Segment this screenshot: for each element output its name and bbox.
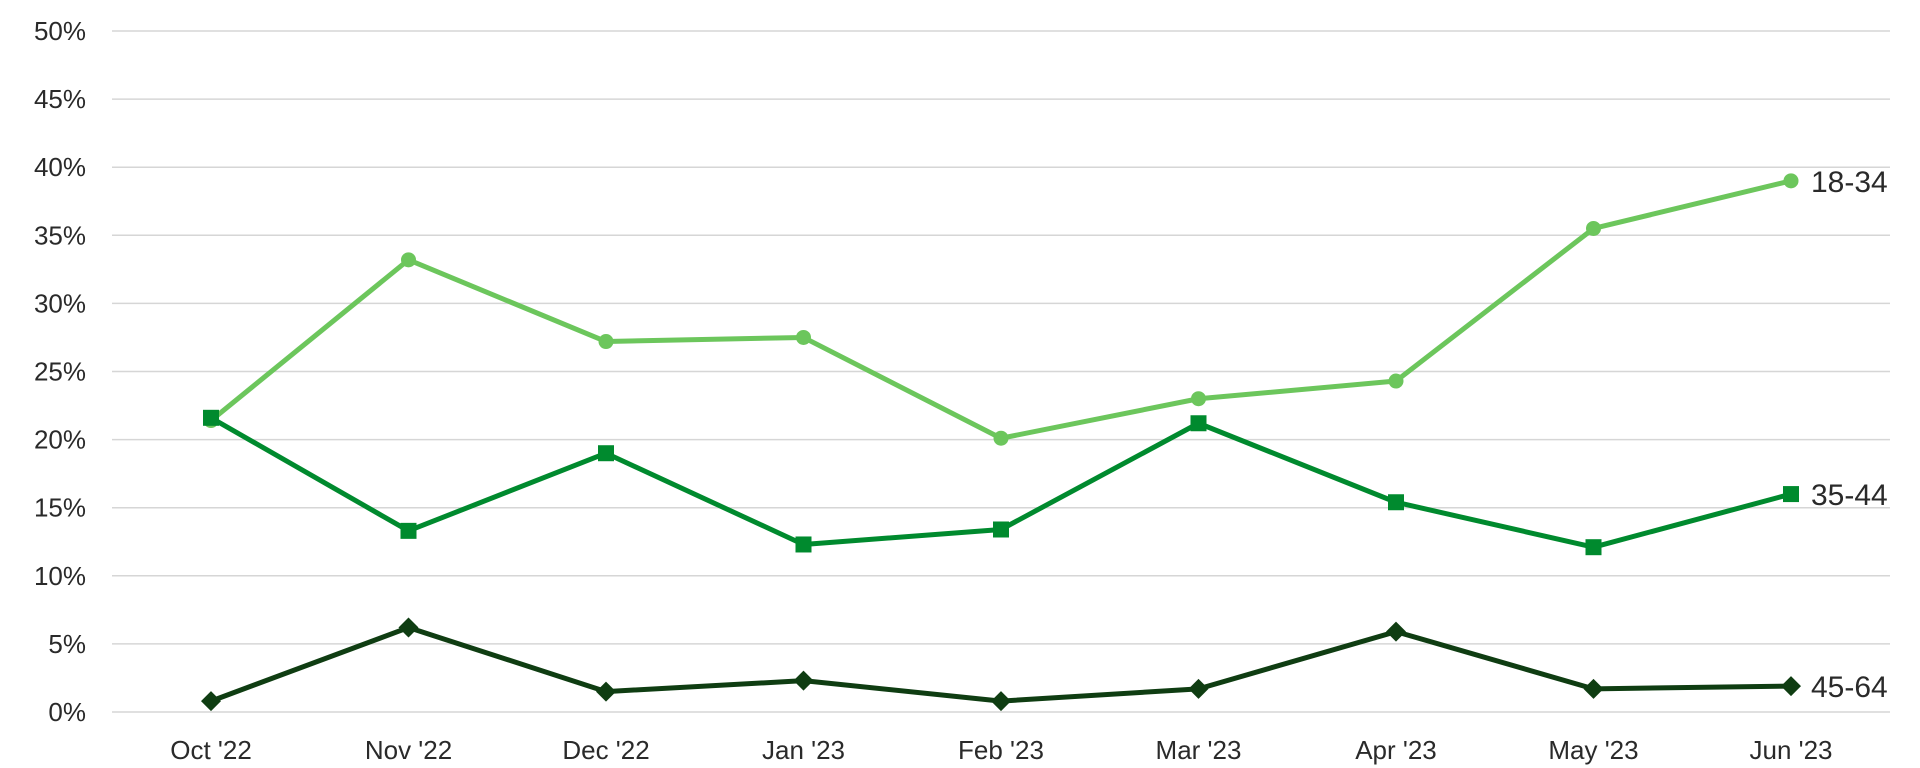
series-45-64: 45-64 (201, 617, 1888, 712)
data-point (1783, 486, 1799, 503)
data-point (795, 536, 812, 553)
gridlines (112, 30, 1890, 713)
data-point (1388, 373, 1404, 389)
data-point (400, 522, 417, 539)
y-tick-label: 40% (34, 152, 86, 182)
data-point (598, 445, 614, 462)
data-point (201, 691, 221, 712)
x-tick-label: Jan '23 (762, 735, 845, 765)
y-tick-label: 45% (34, 84, 86, 114)
x-tick-label: Nov '22 (365, 735, 452, 765)
data-point (398, 617, 419, 638)
data-point (1188, 678, 1209, 699)
y-tick-label: 20% (34, 425, 86, 455)
data-point (993, 521, 1009, 538)
x-tick-label: Apr '23 (1355, 735, 1437, 765)
series-35-44: 35-44 (203, 409, 1888, 556)
data-point (991, 691, 1011, 712)
y-axis: 0% 5% 10% 15% 20% 25% 30% 35% 40% 45% 50% (34, 16, 86, 727)
series-line (208, 178, 1794, 441)
data-point (1386, 621, 1406, 642)
data-point (1586, 220, 1601, 236)
y-tick-label: 15% (34, 493, 86, 523)
data-point (401, 252, 416, 268)
series-group: 18-34 35-44 45-64 (201, 166, 1888, 712)
y-tick-label: 0% (48, 697, 86, 727)
y-tick-label: 10% (34, 561, 86, 591)
data-point (596, 681, 616, 702)
data-point (1388, 494, 1404, 511)
series-18-34: 18-34 (203, 166, 1888, 446)
data-point (1783, 173, 1799, 189)
data-point (1583, 678, 1604, 699)
x-tick-label: Jun '23 (1749, 735, 1832, 765)
data-point (1191, 391, 1206, 407)
data-point (598, 334, 614, 350)
y-tick-label: 50% (34, 16, 86, 46)
data-point (796, 329, 811, 345)
data-point (1781, 676, 1801, 697)
x-axis: Oct '22 Nov '22 Dec '22 Jan '23 Feb '23 Mar '… (170, 735, 1832, 765)
data-point (993, 430, 1009, 446)
x-tick-label: Feb '23 (958, 735, 1044, 765)
x-tick-label: Mar '23 (1156, 735, 1242, 765)
series-label: 45-64 (1811, 671, 1888, 704)
data-point (1585, 539, 1602, 556)
y-tick-label: 5% (48, 629, 86, 659)
data-point (203, 409, 219, 426)
series-label: 35-44 (1811, 479, 1888, 512)
y-tick-label: 25% (34, 357, 86, 387)
x-tick-label: Oct '22 (170, 735, 252, 765)
y-tick-label: 30% (34, 288, 86, 318)
data-point (1190, 415, 1207, 432)
series-label: 18-34 (1811, 166, 1888, 199)
y-tick-label: 35% (34, 220, 86, 250)
x-tick-label: Dec '22 (562, 735, 649, 765)
x-tick-label: May '23 (1548, 735, 1638, 765)
series-line (208, 625, 1794, 704)
data-point (793, 670, 814, 691)
